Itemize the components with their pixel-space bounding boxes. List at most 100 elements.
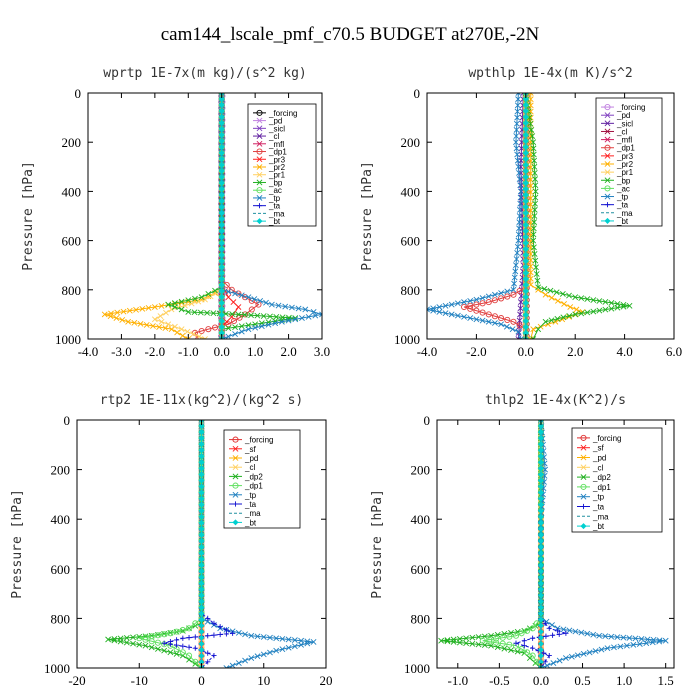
legend-label: _dp1 xyxy=(268,148,287,157)
series-marker xyxy=(223,665,230,668)
series-marker xyxy=(526,655,533,661)
series-marker xyxy=(513,640,519,646)
legend-label: _ta xyxy=(616,201,629,210)
series-marker xyxy=(295,305,302,312)
series-marker xyxy=(454,312,461,319)
y-tick-label: 0 xyxy=(414,86,421,101)
series-marker xyxy=(450,636,457,643)
y-axis-label: Pressure [hPa] xyxy=(21,161,36,271)
series-marker xyxy=(251,296,258,302)
series-marker xyxy=(178,326,185,333)
series-marker xyxy=(205,290,212,297)
series-marker xyxy=(254,653,261,660)
legend-label: _tp xyxy=(616,193,629,202)
series-marker xyxy=(530,635,536,641)
series-marker xyxy=(285,644,292,651)
series-marker xyxy=(202,336,208,339)
y-tick-label: 200 xyxy=(62,135,82,150)
series-marker xyxy=(156,324,163,330)
series-marker xyxy=(530,151,537,158)
series-marker xyxy=(198,429,205,436)
series-marker xyxy=(198,294,205,301)
series-marker xyxy=(119,317,126,323)
legend-marker xyxy=(232,491,239,498)
series-marker xyxy=(498,315,505,322)
y-tick-label: 0 xyxy=(424,413,431,428)
series-marker xyxy=(516,322,523,329)
legend-box xyxy=(571,427,663,533)
series-marker xyxy=(504,316,511,323)
series-marker xyxy=(267,313,273,320)
series-marker xyxy=(513,133,520,139)
x-tick-label: 2.0 xyxy=(280,344,296,359)
x-tick-label: -3.0 xyxy=(111,344,132,359)
legend-label: _ma xyxy=(616,209,633,218)
y-tick-label: 0 xyxy=(64,413,71,428)
x-tick-label: 10 xyxy=(257,673,270,688)
series-marker xyxy=(142,634,149,641)
series-marker xyxy=(198,471,205,478)
series-marker xyxy=(620,303,627,310)
series-marker xyxy=(165,321,172,328)
series-marker xyxy=(198,592,205,599)
series-marker xyxy=(232,331,239,337)
legend-label: _pr1 xyxy=(616,168,634,177)
series-marker xyxy=(522,233,529,241)
series-marker xyxy=(198,543,205,551)
series-marker xyxy=(537,435,544,442)
legend-label: _cl xyxy=(592,463,603,472)
series-marker xyxy=(218,299,225,307)
series-marker xyxy=(485,311,492,318)
series-marker xyxy=(218,125,225,133)
series-marker xyxy=(550,660,557,666)
series-marker xyxy=(154,639,161,646)
series-marker xyxy=(131,319,138,326)
series-marker xyxy=(590,308,597,315)
series-marker xyxy=(223,318,230,325)
series-marker xyxy=(522,143,529,151)
series-marker xyxy=(218,119,225,127)
series-marker xyxy=(535,284,542,291)
legend-marker xyxy=(604,104,611,111)
series-marker xyxy=(514,108,521,115)
legend-label: _mfl xyxy=(268,140,284,149)
series-marker xyxy=(499,634,506,641)
series-marker xyxy=(531,170,538,176)
series-marker xyxy=(198,550,205,557)
series-marker xyxy=(522,275,529,283)
series-marker xyxy=(467,305,474,312)
series-marker xyxy=(218,161,225,169)
series-marker xyxy=(522,113,529,121)
series-marker xyxy=(463,635,470,642)
series-marker xyxy=(504,288,511,295)
series-marker xyxy=(229,311,236,318)
series-marker xyxy=(232,324,239,331)
series-marker xyxy=(543,633,549,639)
legend-marker xyxy=(232,501,239,507)
series-marker xyxy=(538,420,544,423)
series-marker xyxy=(211,324,219,331)
series-marker xyxy=(174,642,180,648)
series-marker xyxy=(248,632,255,639)
series-marker xyxy=(198,598,205,605)
series-marker xyxy=(174,329,181,336)
series-marker xyxy=(522,293,529,301)
series-marker xyxy=(532,176,538,183)
series-marker xyxy=(163,309,169,316)
legend-marker xyxy=(232,464,239,471)
series-marker xyxy=(448,301,455,308)
series-marker xyxy=(513,126,520,133)
series-marker xyxy=(174,637,180,643)
series-marker xyxy=(460,303,468,311)
series-marker xyxy=(491,313,498,320)
series-marker xyxy=(302,306,309,313)
series-marker xyxy=(479,317,486,324)
legend-marker xyxy=(232,436,239,443)
legend-label: _bt xyxy=(592,522,605,531)
y-tick-label: 200 xyxy=(401,135,421,150)
series-marker xyxy=(111,637,118,644)
series-marker xyxy=(592,648,599,654)
series-marker xyxy=(522,251,529,259)
series-marker xyxy=(218,149,225,157)
series-marker xyxy=(514,151,521,158)
